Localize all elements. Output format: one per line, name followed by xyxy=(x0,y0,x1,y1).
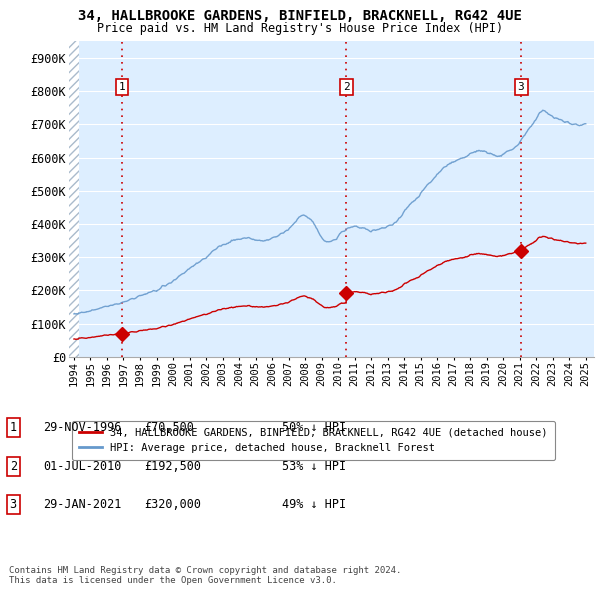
Text: 53% ↓ HPI: 53% ↓ HPI xyxy=(282,460,346,473)
Legend: 34, HALLBROOKE GARDENS, BINFIELD, BRACKNELL, RG42 4UE (detached house), HPI: Ave: 34, HALLBROOKE GARDENS, BINFIELD, BRACKN… xyxy=(71,421,555,460)
Text: 2: 2 xyxy=(10,460,17,473)
Text: 49% ↓ HPI: 49% ↓ HPI xyxy=(282,498,346,511)
Text: £192,500: £192,500 xyxy=(144,460,201,473)
Text: Price paid vs. HM Land Registry's House Price Index (HPI): Price paid vs. HM Land Registry's House … xyxy=(97,22,503,35)
Text: 1: 1 xyxy=(10,421,17,434)
Text: 34, HALLBROOKE GARDENS, BINFIELD, BRACKNELL, RG42 4UE: 34, HALLBROOKE GARDENS, BINFIELD, BRACKN… xyxy=(78,9,522,23)
Text: 1: 1 xyxy=(119,82,125,92)
Polygon shape xyxy=(69,41,79,357)
Text: 01-JUL-2010: 01-JUL-2010 xyxy=(43,460,122,473)
Text: 3: 3 xyxy=(518,82,524,92)
Text: 29-NOV-1996: 29-NOV-1996 xyxy=(43,421,122,434)
Text: 29-JAN-2021: 29-JAN-2021 xyxy=(43,498,122,511)
Text: 3: 3 xyxy=(10,498,17,511)
Text: 50% ↓ HPI: 50% ↓ HPI xyxy=(282,421,346,434)
Text: 2: 2 xyxy=(343,82,350,92)
Text: Contains HM Land Registry data © Crown copyright and database right 2024.
This d: Contains HM Land Registry data © Crown c… xyxy=(9,566,401,585)
Text: £320,000: £320,000 xyxy=(144,498,201,511)
Text: £70,500: £70,500 xyxy=(144,421,194,434)
